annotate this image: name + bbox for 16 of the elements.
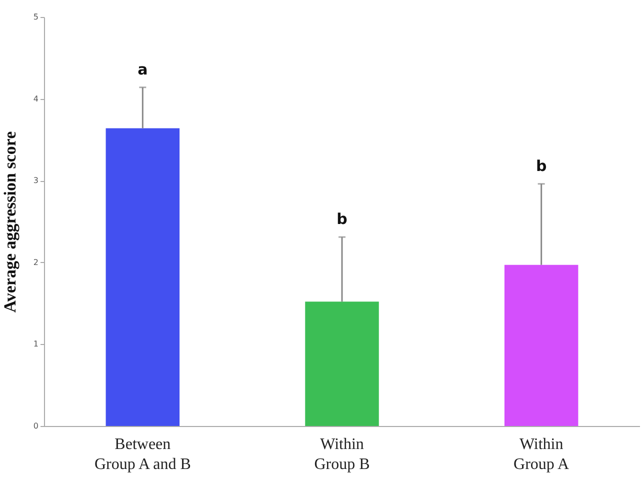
category-label: Within Group B: [314, 436, 370, 473]
annotation: b: [336, 210, 348, 228]
y-tick-label: 3: [33, 176, 38, 186]
annotation: a: [138, 60, 148, 78]
category-label: Within Group A: [514, 436, 570, 473]
annotation: b: [536, 156, 547, 175]
category-label: Between Group A and B: [94, 436, 191, 473]
y-tick-label: 2: [33, 258, 38, 267]
bar: [106, 128, 180, 426]
y-tick-label: 1: [33, 340, 38, 349]
y-axis-title: Average aggression score: [0, 130, 20, 313]
y-tick-label: 0: [33, 422, 38, 430]
bar: [305, 302, 379, 426]
y-tick-label: 4: [33, 94, 38, 104]
bar: [504, 264, 578, 426]
y-tick-label: 5: [33, 12, 38, 22]
